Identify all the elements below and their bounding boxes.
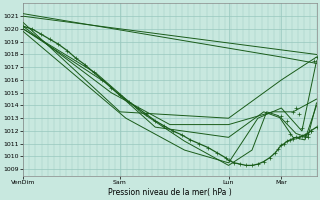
X-axis label: Pression niveau de la mer( hPa ): Pression niveau de la mer( hPa ) (108, 188, 232, 197)
